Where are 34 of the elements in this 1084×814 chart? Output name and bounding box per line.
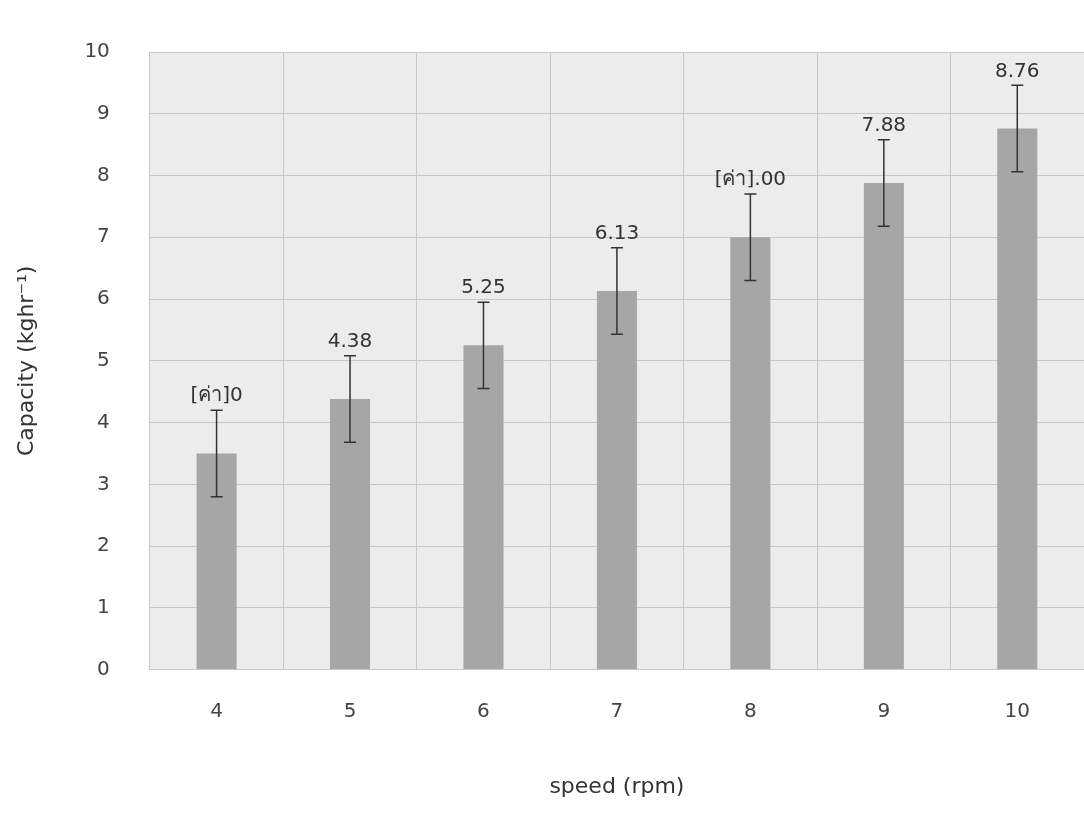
y-axis-title: Capacity (kghr⁻¹) <box>12 265 38 457</box>
annotation: [ค่า].00 <box>714 166 787 191</box>
y-tick-label: 2 <box>97 532 110 557</box>
x-axis-title: speed (rpm) <box>549 772 685 798</box>
x-tick-label: 6 <box>477 697 490 722</box>
y-tick-label: 1 <box>97 594 110 619</box>
bar <box>730 237 771 670</box>
bar <box>596 291 637 670</box>
bar <box>997 128 1038 670</box>
y-tick-label: 5 <box>97 347 110 371</box>
x-tick-label: 4 <box>210 697 223 722</box>
data-label: 6.13 <box>594 219 640 244</box>
bar <box>330 399 371 670</box>
x-tick-label: 8 <box>744 697 757 722</box>
y-tick-label: 9 <box>97 99 110 124</box>
y-tick-label: 8 <box>97 161 110 186</box>
bar <box>863 182 904 670</box>
y-tick-label: 4 <box>97 408 110 433</box>
y-tick-label: 3 <box>97 470 110 495</box>
x-tick-label: 10 <box>1004 697 1030 722</box>
data-label: 5.25 <box>461 274 506 299</box>
y-tick-label: 0 <box>97 655 110 680</box>
data-label: 7.88 <box>861 111 907 136</box>
y-tick-label: 6 <box>97 285 110 310</box>
x-tick-label: 7 <box>610 697 624 722</box>
y-tick-label: 7 <box>97 223 110 248</box>
data-label: 8.76 <box>995 57 1040 82</box>
x-tick-label: 9 <box>877 697 891 722</box>
bar <box>463 345 504 670</box>
x-tick-label: 5 <box>343 697 357 722</box>
y-tick-label: 10 <box>84 38 110 63</box>
annotation: [ค่า]0 <box>190 382 243 407</box>
bar <box>196 453 237 670</box>
data-label: 4.38 <box>327 328 373 353</box>
